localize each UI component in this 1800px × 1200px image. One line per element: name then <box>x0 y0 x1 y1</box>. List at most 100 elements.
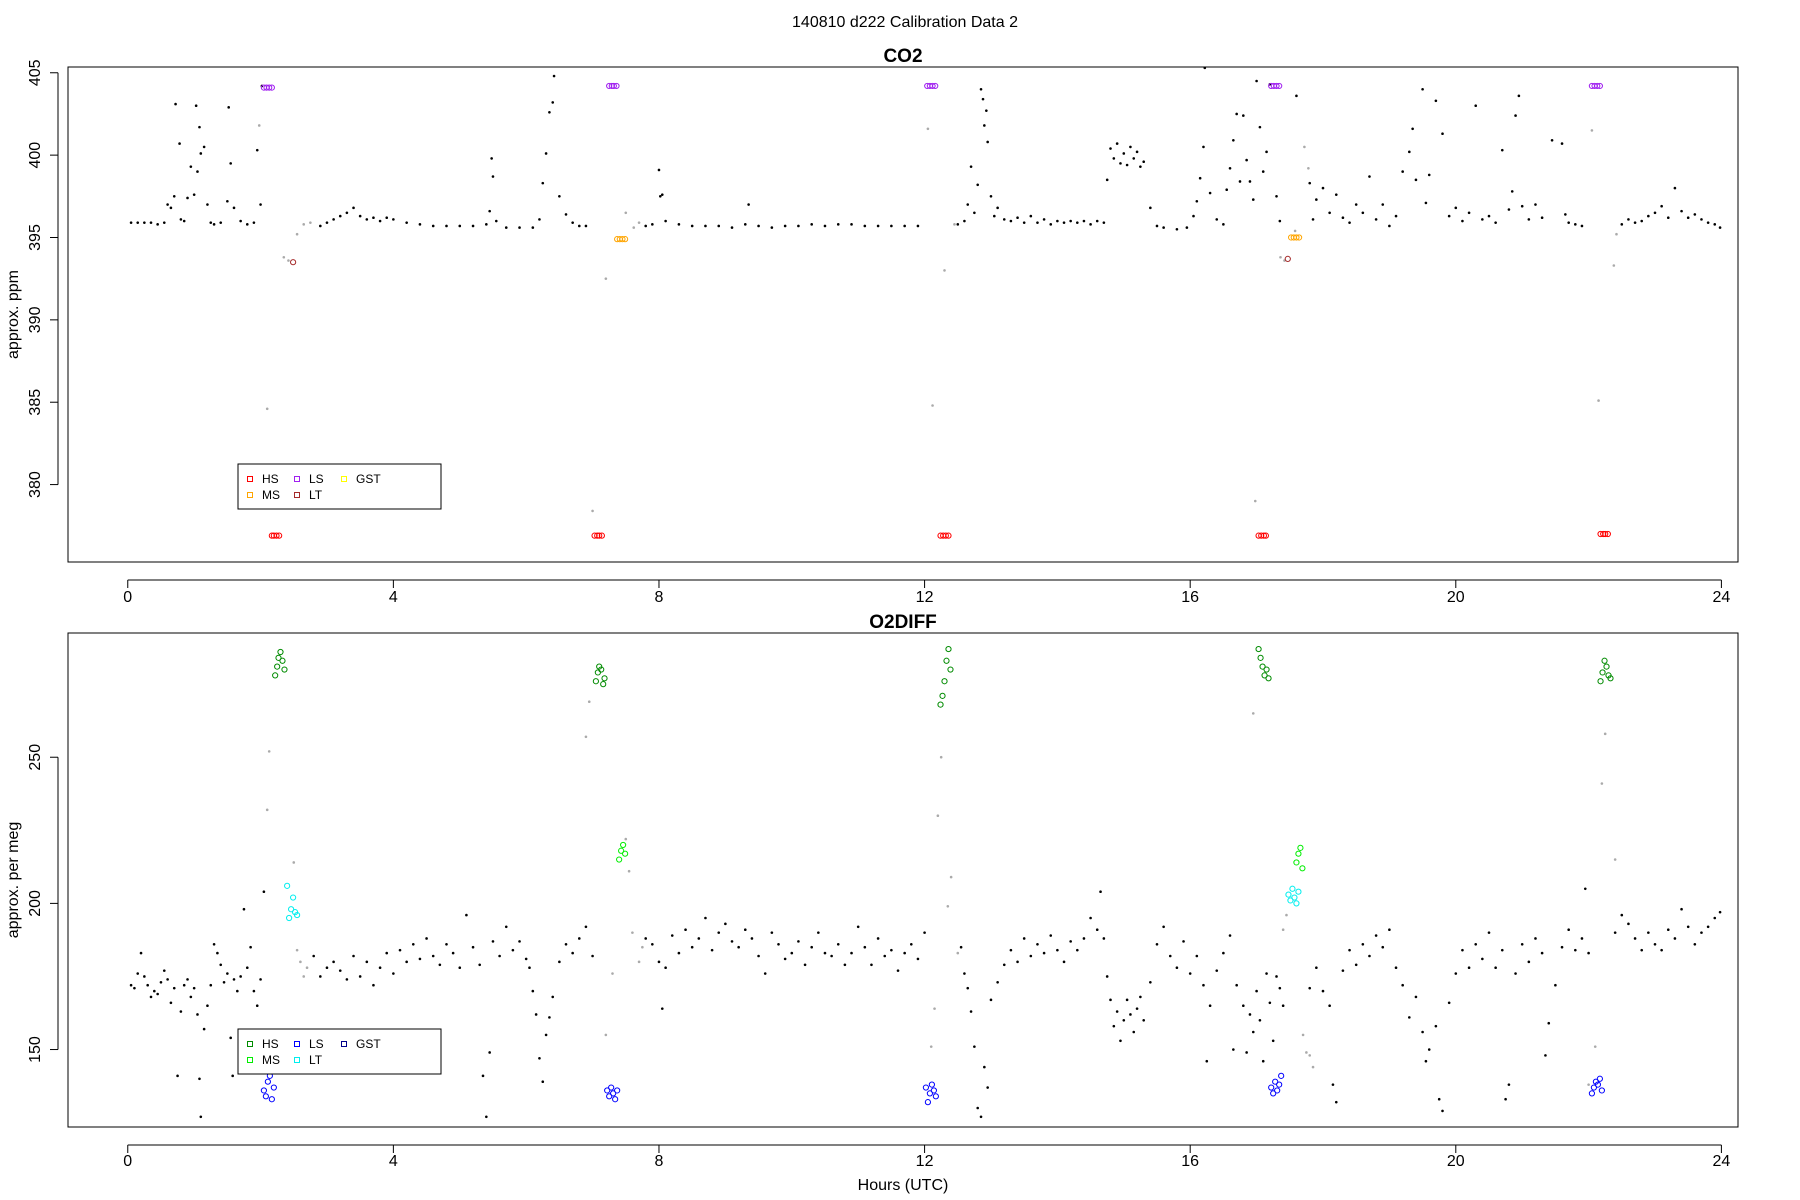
data-point <box>1693 213 1697 216</box>
data-point <box>1262 532 1269 539</box>
data-point <box>1580 224 1584 228</box>
data-point <box>1257 654 1264 661</box>
data-point <box>1258 125 1262 129</box>
data-point <box>264 1078 271 1085</box>
data-point <box>1500 148 1504 152</box>
data-point <box>182 219 186 223</box>
data-point <box>1291 894 1298 901</box>
figure-title: 140810 d222 Calibration Data 2 <box>792 14 1018 31</box>
data-point <box>659 195 662 198</box>
data-point <box>202 1027 206 1031</box>
data-point <box>1706 221 1710 224</box>
data-point <box>790 951 794 955</box>
data-point <box>222 981 226 984</box>
data-point <box>577 224 581 228</box>
data-point <box>198 1077 201 1081</box>
data-point <box>1481 218 1484 221</box>
data-point <box>1461 948 1464 952</box>
data-point <box>552 74 556 78</box>
data-point <box>1255 79 1258 83</box>
data-point <box>471 224 475 228</box>
data-point <box>186 196 189 200</box>
y-tick-label: 250 <box>27 744 44 771</box>
data-point <box>325 221 329 224</box>
data-point <box>1633 937 1637 940</box>
data-point <box>953 223 956 226</box>
data-point <box>587 700 591 703</box>
data-point <box>189 165 193 168</box>
data-point <box>159 981 163 984</box>
data-point <box>1056 219 1059 223</box>
data-point <box>1242 1004 1245 1007</box>
data-point <box>651 943 654 946</box>
data-point <box>332 218 335 221</box>
data-point <box>451 951 455 955</box>
data-point <box>1354 963 1358 967</box>
data-point <box>1374 218 1378 221</box>
data-point <box>850 223 853 226</box>
data-point <box>1588 1090 1596 1097</box>
data-point <box>1235 112 1238 116</box>
panel-title: CO2 <box>883 46 922 67</box>
data-point <box>1615 232 1618 236</box>
data-point <box>1321 989 1325 993</box>
data-point <box>1567 928 1570 931</box>
y-axis-label: approx. per meg <box>5 822 22 939</box>
data-point <box>947 666 954 673</box>
data-point <box>1600 782 1604 785</box>
data-point <box>1613 931 1617 934</box>
data-point <box>1293 900 1300 907</box>
data-point <box>876 224 880 228</box>
data-point <box>949 875 953 879</box>
data-point <box>293 911 301 919</box>
data-point <box>1259 663 1266 670</box>
data-point <box>966 203 970 206</box>
data-point <box>1361 943 1365 946</box>
data-point <box>757 954 760 958</box>
data-point <box>534 1013 538 1016</box>
data-point <box>1328 211 1331 215</box>
data-point <box>245 223 249 226</box>
data-point <box>488 209 491 213</box>
data-point <box>1550 139 1554 142</box>
data-point <box>149 995 153 999</box>
data-point <box>1381 203 1385 206</box>
data-point <box>345 211 349 215</box>
data-point <box>677 951 681 955</box>
data-point <box>1082 219 1086 223</box>
data-point <box>1016 960 1019 964</box>
data-point <box>232 206 236 210</box>
data-point <box>548 110 551 114</box>
data-point <box>608 1084 615 1091</box>
data-point <box>923 931 926 934</box>
data-point <box>1125 163 1129 167</box>
data-point <box>690 224 694 228</box>
data-point <box>1099 890 1102 893</box>
data-point <box>219 221 223 224</box>
data-point <box>1640 948 1644 952</box>
data-point <box>1002 218 1006 221</box>
x-axis-label: Hours (UTC) <box>858 1177 949 1194</box>
data-point <box>372 983 375 987</box>
data-point <box>1208 191 1212 195</box>
legend-label-lt: LT <box>309 488 323 502</box>
data-point <box>1251 712 1255 715</box>
data-point <box>212 223 216 226</box>
data-point <box>1414 995 1418 999</box>
data-point <box>1427 173 1431 177</box>
data-point <box>1265 675 1272 682</box>
data-point <box>1388 928 1391 931</box>
data-point <box>212 943 216 946</box>
data-point <box>445 943 448 946</box>
data-point <box>242 907 246 911</box>
data-point <box>1242 114 1245 117</box>
data-point <box>1467 966 1471 969</box>
x-tick-label: 8 <box>655 589 664 606</box>
data-point <box>983 1065 986 1069</box>
data-point <box>272 672 279 679</box>
data-point <box>332 960 335 964</box>
data-point <box>325 966 329 969</box>
data-point <box>1437 1097 1441 1101</box>
data-point <box>743 223 747 226</box>
data-point <box>1293 859 1300 866</box>
